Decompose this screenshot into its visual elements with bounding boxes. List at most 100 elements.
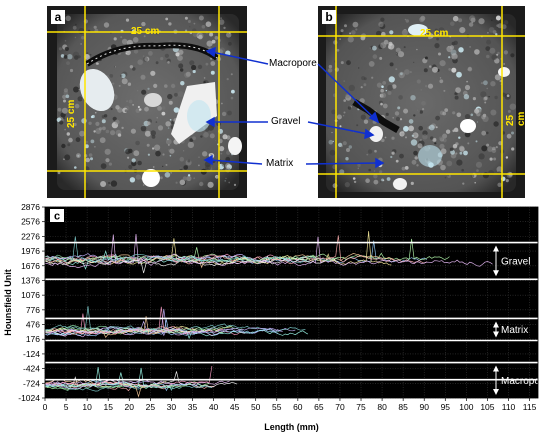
ct-speckle [185,71,191,77]
ct-speckle [127,82,132,86]
ct-speckle [432,137,437,142]
ct-speckle [125,18,130,22]
x-tick-label: 90 [419,402,429,412]
ct-speckle [219,146,225,152]
ct-speckle [495,146,498,149]
plot-frame [44,206,539,399]
ct-speckle [506,94,510,97]
ct-speckle [84,144,89,149]
ct-speckle [459,151,463,155]
ct-speckle [491,19,493,22]
profile-macropore [44,365,213,388]
ct-speckle [434,28,438,32]
ct-speckle [389,30,394,35]
ct-speckle [199,181,204,187]
ct-speckle [451,41,456,46]
ct-speckle [388,76,395,83]
ct-speckle [433,138,436,141]
ct-speckle [175,181,178,184]
ct-speckle [65,15,71,22]
ct-speckle [162,153,165,156]
x-tick-label: 100 [459,402,473,412]
x-tick-label: 0 [43,402,48,412]
ct-speckle [90,139,95,144]
ct-speckle [99,137,106,144]
ct-speckle [132,67,136,71]
ct-speckle [461,168,464,172]
ct-speckle [489,157,493,161]
ct-speckle [410,181,414,185]
ct-speckle [165,121,171,127]
ct-speckle [387,84,394,91]
profile-matrix [44,327,225,335]
ct-speckle [384,136,387,139]
ct-speckle [496,24,500,27]
ct-speckle [475,140,478,143]
ct-speckle [146,143,150,147]
macropore-profile-a [86,44,218,65]
ct-speckle [152,147,155,150]
ct-speckle [476,121,479,123]
ct-speckle [372,45,377,51]
ct-speckle [452,15,459,22]
ct-speckle [144,106,149,112]
y-tick-label: 476 [26,320,40,330]
ct-speckle [143,56,148,62]
ct-speckle [442,133,448,139]
ct-speckle [215,140,217,142]
ct-speckle [494,95,498,100]
ct-speckle [478,18,485,25]
ct-speckle [135,140,140,146]
ct-speckle [376,30,382,37]
ct-speckle [352,177,356,180]
axis-ticks: 2876 2576 2276 1976 1676 1376 1076 776 476 176 -12… [18,202,536,412]
profile-lines [44,231,493,398]
ct-speckle [502,92,507,97]
ct-speckle [60,54,65,58]
ct-speckle [113,37,117,41]
ct-speckle [167,93,173,100]
ct-speckle [155,150,161,157]
ct-speckle [187,174,191,177]
ct-speckle [376,82,382,88]
ct-speckle [160,176,163,180]
ct-speckle [470,17,476,23]
ct-scan-image-a [47,6,247,198]
ct-speckle [165,138,172,145]
profile-matrix [44,328,175,335]
ct-speckle [193,177,195,179]
ct-speckle [157,125,164,131]
ct-speckle [416,48,418,51]
ct-speckle [339,38,341,40]
ct-speckle [203,77,206,79]
ct-speckle [486,131,489,135]
ct-speckle [109,184,111,186]
ct-speckle [342,141,347,146]
ct-speckle [147,153,150,156]
ct-speckle [497,171,501,174]
ct-speckle [157,106,162,111]
ct-speckle [413,150,418,156]
ct-speckle [205,21,212,27]
ct-speckle [413,61,415,64]
ct-speckle [476,169,479,172]
ct-speckle [355,28,358,31]
ct-speckle [131,158,136,163]
x-axis-label: Length (mm) [264,422,319,432]
dim-top-a: 25 cm [131,26,160,37]
ct-speckle [383,39,389,45]
ct-speckle [464,131,471,138]
ct-speckle [488,27,495,33]
ct-speckle [419,138,422,142]
ct-speckle [168,144,170,146]
ct-speckle [63,158,65,161]
ct-speckle [416,164,419,167]
ct-speckle [121,107,124,109]
y-tick-label: 1376 [21,275,40,285]
ct-speckle [403,108,409,114]
ct-speckle [380,17,385,22]
ct-speckle [62,94,67,99]
ct-speckle [63,99,66,103]
ct-speckle [169,148,175,154]
ct-speckle [429,65,432,68]
